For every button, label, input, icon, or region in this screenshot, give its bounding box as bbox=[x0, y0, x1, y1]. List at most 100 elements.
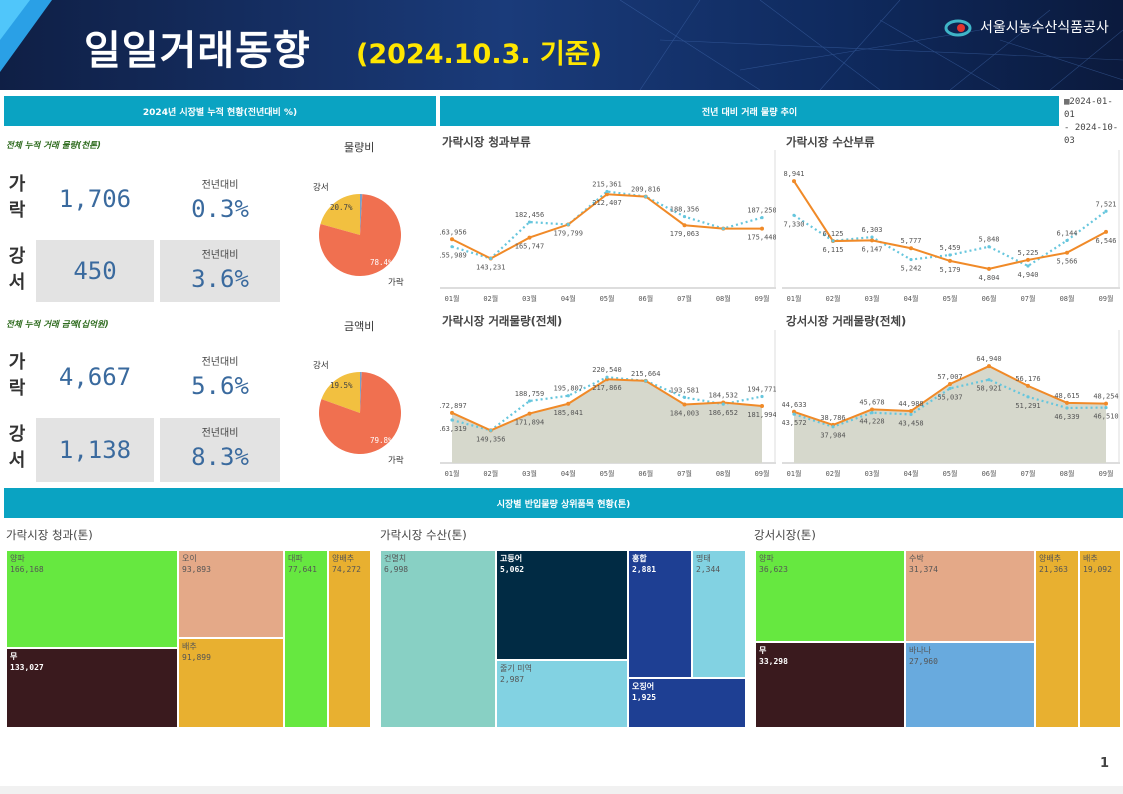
treemap-tile[interactable]: 고등어 5,062 bbox=[496, 550, 628, 660]
data-label: 6,144 bbox=[1056, 229, 1077, 237]
series-point-solid bbox=[870, 238, 874, 243]
data-label: 184,003 bbox=[670, 410, 700, 418]
treemap-tile-value: 166,168 bbox=[10, 565, 44, 574]
data-label: 51,291 bbox=[1015, 402, 1040, 410]
data-label: 5,777 bbox=[900, 237, 921, 245]
x-tick-label: 01월 bbox=[445, 469, 460, 478]
treemap-tile[interactable]: 배추 19,092 bbox=[1079, 550, 1121, 728]
series-point-dotted bbox=[909, 257, 913, 262]
x-tick-label: 01월 bbox=[787, 294, 802, 303]
data-label: 43,572 bbox=[782, 419, 807, 427]
pie-label-garak-pct: 79.8% bbox=[370, 436, 393, 445]
treemap-tile[interactable]: 양파 166,168 bbox=[6, 550, 178, 648]
series-point-solid bbox=[682, 402, 687, 407]
volume-pie-title: 물량비 bbox=[344, 141, 375, 154]
x-tick-label: 02월 bbox=[826, 294, 841, 303]
treemap-tile-value: 2,987 bbox=[500, 675, 525, 684]
section-bar-cumulative: 2024년 시장별 누적 현황(전년대비 %) bbox=[4, 96, 436, 126]
series-point-solid bbox=[527, 235, 532, 240]
treemap-tile-name: 양파 bbox=[759, 554, 774, 563]
x-tick-label: 07월 bbox=[677, 469, 692, 478]
series-point-solid bbox=[605, 192, 609, 197]
data-label: 44,633 bbox=[782, 401, 807, 409]
series-point-dotted bbox=[909, 412, 913, 417]
chart-garak-total: 172,897 188,759 195,807 220,540 215,664 193,5… bbox=[440, 330, 776, 478]
treemap-tile[interactable]: 배추 91,899 bbox=[178, 638, 284, 728]
treemap-tile[interactable]: 오징어 1,925 bbox=[628, 678, 746, 728]
series-point-dotted bbox=[489, 256, 493, 261]
treemap-tile-name: 양파 bbox=[10, 554, 25, 563]
pie-slice-gangseo bbox=[320, 194, 360, 235]
series-point-solid bbox=[909, 408, 913, 413]
treemap-tile-name: 건멸치 bbox=[384, 554, 407, 563]
treemap-tile[interactable]: 대파 77,641 bbox=[284, 550, 328, 728]
amount-pie-title: 금액비 bbox=[344, 320, 375, 333]
footer-bar bbox=[0, 786, 1123, 794]
treemap-tile-name: 오징어 bbox=[632, 682, 655, 691]
treemap-tile[interactable]: 무 133,027 bbox=[6, 648, 178, 728]
data-label: 7,330 bbox=[783, 220, 804, 228]
treemap-tile[interactable]: 수박 31,374 bbox=[905, 550, 1035, 642]
treemap-tile[interactable]: 홍합 2,881 bbox=[628, 550, 692, 678]
series-point-dotted bbox=[644, 195, 648, 199]
series-point-dotted bbox=[1104, 209, 1108, 213]
treemap-tile-name: 고등어 bbox=[500, 554, 523, 563]
treemap-tile-value: 93,893 bbox=[182, 565, 211, 574]
treemap-tile-value: 133,027 bbox=[10, 663, 44, 672]
treemap-tile-name: 홍합 bbox=[632, 554, 647, 563]
date-range[interactable]: ▦2024-01-01 - 2024-10-03 bbox=[1064, 96, 1123, 148]
chart-title-garak-fish: 가락시장 수산부류 bbox=[786, 135, 875, 149]
series-point-solid bbox=[1065, 250, 1069, 255]
series-point-dotted bbox=[948, 386, 952, 391]
data-label: 215,361 bbox=[592, 180, 622, 188]
treemap-tile[interactable]: 명태 2,344 bbox=[692, 550, 746, 678]
treemap-tile-name: 오이 bbox=[182, 554, 197, 563]
x-tick-label: 03월 bbox=[865, 294, 880, 303]
series-point-solid bbox=[760, 404, 764, 409]
x-tick-label: 03월 bbox=[522, 469, 537, 478]
treemap-tile-name: 배추 bbox=[182, 642, 197, 651]
series-point-dotted bbox=[1065, 406, 1069, 410]
data-label: 7,521 bbox=[1095, 200, 1116, 208]
date-to: - 2024-10-03 bbox=[1064, 123, 1119, 146]
treemap-tile[interactable]: 바나나 27,960 bbox=[905, 642, 1035, 728]
treemap-tile-name: 무 bbox=[10, 652, 18, 661]
x-tick-label: 04월 bbox=[904, 294, 919, 303]
data-label: 6,546 bbox=[1095, 237, 1116, 245]
header-banner: 일일거래동향 (2024.10.3. 기준) 서울시농수산식품공사 bbox=[0, 0, 1123, 90]
data-label: 44,988 bbox=[898, 400, 923, 408]
treemap-tile[interactable]: 양파 36,623 bbox=[755, 550, 905, 642]
treemap-tile[interactable]: 건멸치 6,998 bbox=[380, 550, 496, 728]
x-tick-label: 04월 bbox=[561, 469, 576, 478]
x-tick-label: 03월 bbox=[865, 469, 880, 478]
org-logo-icon bbox=[944, 19, 972, 37]
series-point-dotted bbox=[1065, 238, 1069, 243]
data-label: 143,231 bbox=[476, 264, 506, 272]
treemap-tile[interactable]: 양배추 21,363 bbox=[1035, 550, 1079, 728]
data-label: 58,921 bbox=[976, 385, 1001, 393]
data-label: 171,894 bbox=[515, 419, 545, 427]
treemap-tile[interactable]: 양배추 74,272 bbox=[328, 550, 371, 728]
series-point-solid bbox=[450, 410, 454, 415]
x-tick-label: 06월 bbox=[982, 294, 997, 303]
series-point-dotted bbox=[831, 425, 835, 429]
treemap-tile[interactable]: 줄기 미역 2,987 bbox=[496, 660, 628, 728]
data-label: 212,407 bbox=[592, 199, 622, 207]
x-tick-label: 08월 bbox=[716, 294, 731, 303]
treemap-tile[interactable]: 무 33,298 bbox=[755, 642, 905, 728]
amount-gangseo-yoy: 전년대비 8.3% bbox=[160, 418, 280, 482]
x-tick-label: 07월 bbox=[677, 294, 692, 303]
x-tick-label: 06월 bbox=[982, 469, 997, 478]
series-point-dotted bbox=[527, 220, 532, 224]
treemap-tile[interactable]: 오이 93,893 bbox=[178, 550, 284, 638]
data-label: 175,448 bbox=[747, 234, 776, 242]
series-point-dotted bbox=[987, 245, 991, 249]
data-label: 149,356 bbox=[476, 435, 506, 443]
series-point-dotted bbox=[527, 399, 532, 403]
treemap-tile-value: 2,344 bbox=[696, 565, 721, 574]
treemap-tile-value: 91,899 bbox=[182, 653, 211, 662]
data-label: 6,147 bbox=[861, 245, 882, 253]
